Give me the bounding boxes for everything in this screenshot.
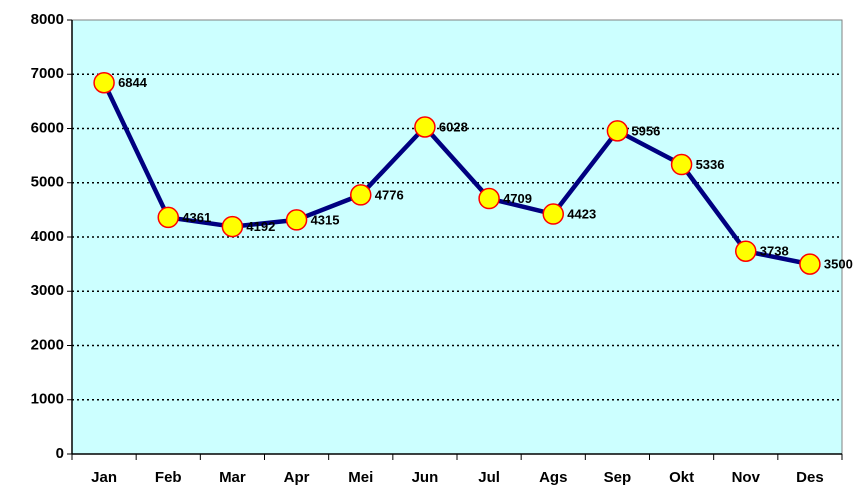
value-label: 5956 xyxy=(631,123,660,138)
y-tick-label: 7000 xyxy=(31,65,64,82)
y-tick-label: 6000 xyxy=(31,119,64,136)
marker xyxy=(93,71,115,94)
y-tick-label: 3000 xyxy=(31,282,64,299)
x-tick-label: Des xyxy=(796,469,824,486)
x-tick-label: Mei xyxy=(348,469,373,486)
marker xyxy=(414,116,436,138)
value-label: 3500 xyxy=(824,257,853,272)
value-label: 4776 xyxy=(375,187,404,202)
x-tick-label: Feb xyxy=(155,469,182,486)
value-label: 5336 xyxy=(696,157,725,172)
marker xyxy=(606,120,629,142)
value-label: 3738 xyxy=(760,244,789,259)
marker xyxy=(670,153,693,176)
line xyxy=(102,81,811,267)
x-tick-label: Jan xyxy=(91,469,117,486)
y-tick-label: 1000 xyxy=(31,391,64,408)
x-tick-label: Jul xyxy=(478,469,500,486)
x-tick-label: Ags xyxy=(539,469,567,486)
marker xyxy=(221,215,244,238)
y-tick-label: 0 xyxy=(56,445,64,462)
x-tick-label: Okt xyxy=(669,469,694,486)
x-tick-label: Mar xyxy=(219,469,246,486)
value-label: 6028 xyxy=(439,119,468,134)
marker xyxy=(735,240,757,262)
value-label: 4423 xyxy=(567,206,596,221)
marker xyxy=(478,187,500,210)
value-label: 4315 xyxy=(311,212,340,227)
x-tick-label: Nov xyxy=(732,469,761,486)
marker xyxy=(799,253,821,275)
marker xyxy=(285,209,308,231)
marker xyxy=(542,203,564,225)
value-label: 6844 xyxy=(118,75,148,90)
y-tick-label: 2000 xyxy=(31,336,64,353)
marker xyxy=(350,184,372,206)
y-tick-label: 4000 xyxy=(31,228,64,245)
value-label: 4709 xyxy=(503,191,532,206)
y-tick-label: 5000 xyxy=(31,174,64,191)
marker xyxy=(157,206,179,229)
value-label: 4361 xyxy=(182,210,211,225)
y-tick-label: 8000 xyxy=(31,11,64,28)
x-tick-label: Apr xyxy=(284,469,310,486)
value-label: 4192 xyxy=(246,219,275,234)
x-tick-label: Jun xyxy=(412,469,439,486)
x-tick-label: Sep xyxy=(604,469,632,486)
